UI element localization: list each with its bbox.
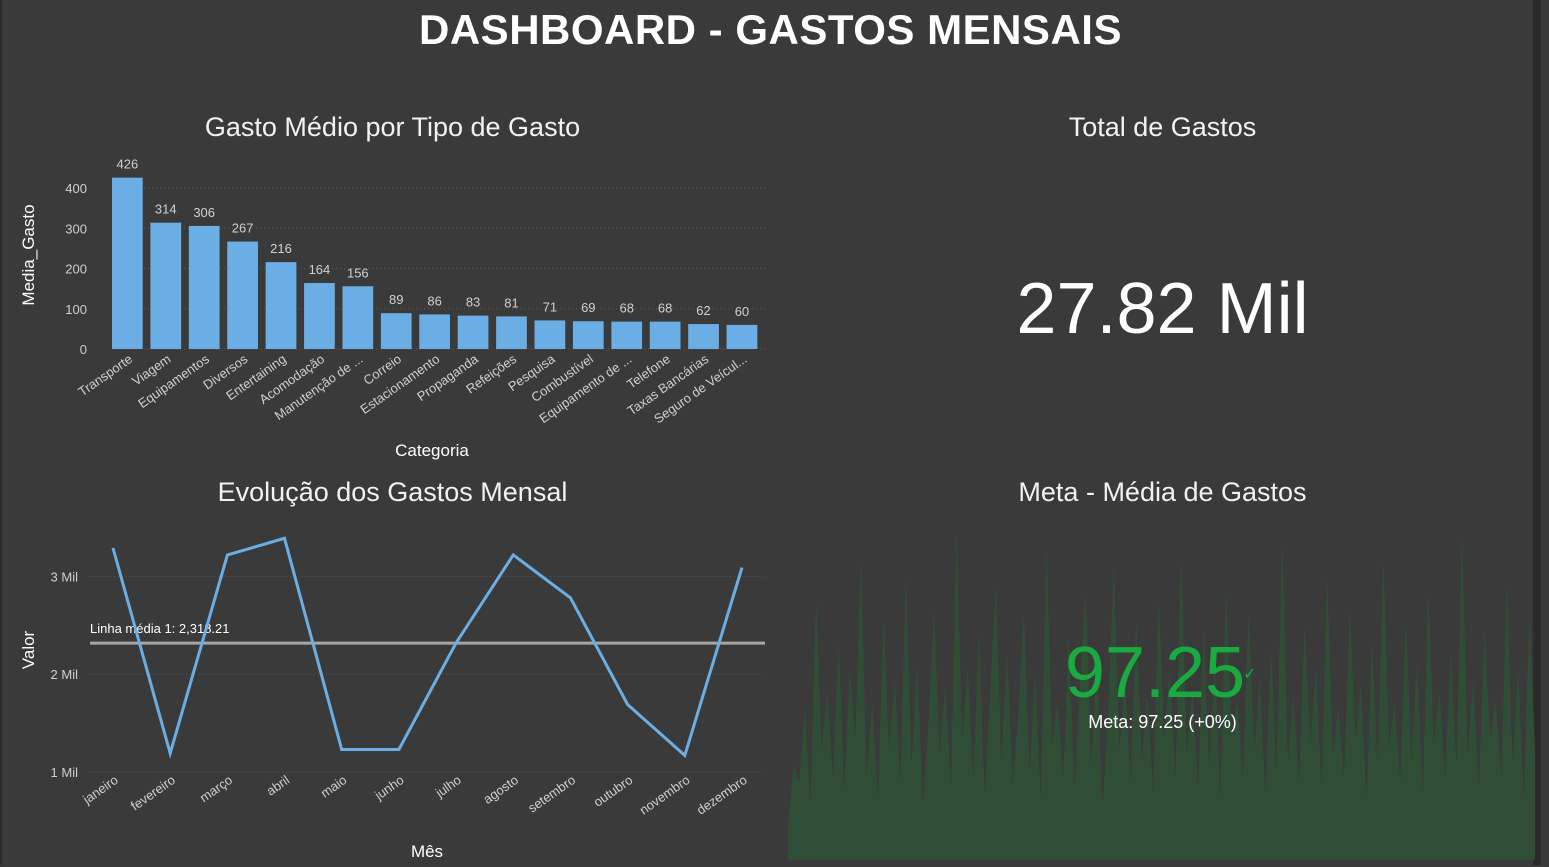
gauge-target-label: Meta: 97.25 (+0%) xyxy=(1088,712,1237,732)
bar-yaxis-title: Media_Gasto xyxy=(19,204,38,305)
bar-1[interactable] xyxy=(150,222,182,349)
total-gastos-value: 27.82 Mil xyxy=(1016,269,1309,349)
bar-16[interactable] xyxy=(726,324,758,349)
bar-data-label: 314 xyxy=(155,202,177,217)
bar-10[interactable] xyxy=(496,316,527,349)
check-icon: ✓ xyxy=(1243,666,1257,683)
bar-data-label: 267 xyxy=(232,221,254,236)
bar-chart-title: Gasto Médio por Tipo de Gasto xyxy=(204,112,581,142)
bar-data-label: 68 xyxy=(658,301,672,316)
bar-ytick-label: 100 xyxy=(65,302,87,317)
sparkline-area xyxy=(788,530,1535,860)
bar-data-label: 426 xyxy=(117,157,139,172)
bar-4[interactable] xyxy=(265,262,297,349)
bar-data-label: 306 xyxy=(193,205,215,220)
line-chart[interactable]: 1 Mil 2 Mil 3 Mil Linha média 1: 2,318.21 ja… xyxy=(0,505,780,867)
bar-13[interactable] xyxy=(611,321,643,349)
line-xtick-label: março xyxy=(197,772,235,805)
gauge-value: 97.25 xyxy=(1064,633,1246,713)
bar-0[interactable] xyxy=(112,177,143,349)
bar-data-label: 164 xyxy=(309,262,331,277)
line-xtick-label: agosto xyxy=(480,772,521,807)
bar-data-label: 68 xyxy=(619,301,633,316)
monthly-series-line[interactable] xyxy=(111,536,744,759)
bar-data-label: 156 xyxy=(347,265,369,280)
line-xtick-label: setembro xyxy=(525,772,578,815)
average-line-label: Linha média 1: 2,318.21 xyxy=(90,621,230,636)
line-xtick-label: outubro xyxy=(591,772,636,810)
line-xtick-label: janeiro xyxy=(79,772,120,807)
bar-9[interactable] xyxy=(457,315,489,349)
bar-data-label: 69 xyxy=(581,300,595,315)
line-xtick-label: novembro xyxy=(637,772,693,817)
line-ytick-label: 2 Mil xyxy=(51,667,79,682)
bar-data-label: 89 xyxy=(389,292,403,307)
dashboard-title: DASHBOARD - GASTOS MENSAIS xyxy=(419,6,1122,53)
line-yaxis-title: Valor xyxy=(19,630,38,669)
line-xtick-label: junho xyxy=(371,772,406,803)
bar-14[interactable] xyxy=(649,321,681,349)
bar-11[interactable] xyxy=(534,320,566,349)
bar-5[interactable] xyxy=(304,283,335,349)
line-xtick-label: fevereiro xyxy=(128,772,178,813)
line-xaxis-title: Mês xyxy=(411,842,443,861)
line-xtick-label: maio xyxy=(318,772,350,800)
bar-ytick-label: 300 xyxy=(65,221,87,236)
kpi-title: Total de Gastos xyxy=(1068,112,1257,142)
line-chart-title: Evolução dos Gastos Mensal xyxy=(217,477,568,507)
bar-6[interactable] xyxy=(342,286,374,349)
bar-ytick-label: 200 xyxy=(65,262,87,277)
line-xtick-label: abril xyxy=(264,772,293,798)
bar-7[interactable] xyxy=(380,313,412,349)
bar-12[interactable] xyxy=(572,321,604,349)
bar-data-label: 216 xyxy=(270,241,292,256)
bar-data-label: 83 xyxy=(466,295,480,310)
bar-data-label: 60 xyxy=(735,304,749,319)
line-xtick-label: julho xyxy=(432,772,464,801)
sparkline-background xyxy=(788,530,1535,860)
line-ytick-label: 1 Mil xyxy=(51,765,79,780)
bar-xtick-label: Transporte xyxy=(75,351,135,399)
bar-xaxis-title: Categoria xyxy=(395,441,469,460)
line-ytick-label: 3 Mil xyxy=(51,569,79,584)
bar-data-label: 71 xyxy=(543,299,557,314)
bar-data-label: 62 xyxy=(696,303,710,318)
bar-2[interactable] xyxy=(188,225,220,349)
gauge-title: Meta - Média de Gastos xyxy=(1018,477,1307,507)
bar-ytick-label: 400 xyxy=(65,181,87,196)
bar-data-label: 86 xyxy=(427,293,441,308)
bar-15[interactable] xyxy=(688,324,719,349)
bar-3[interactable] xyxy=(227,241,258,349)
bar-8[interactable] xyxy=(419,314,451,349)
line-xtick-label: dezembro xyxy=(694,772,750,817)
bar-chart[interactable]: 0100200300400426Transporte314Viagem306Eq… xyxy=(0,150,780,470)
bar-data-label: 81 xyxy=(504,295,518,310)
bar-ytick-label: 0 xyxy=(80,342,87,357)
